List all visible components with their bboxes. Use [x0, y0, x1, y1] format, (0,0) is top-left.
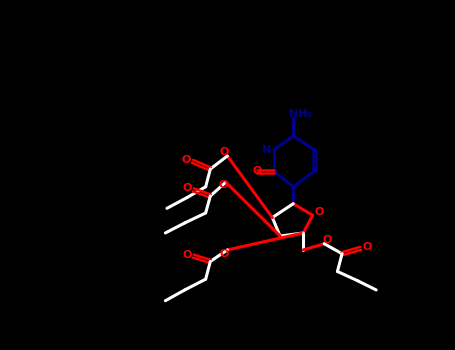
Text: O: O — [182, 155, 191, 165]
Text: O: O — [218, 180, 228, 190]
Text: O: O — [362, 242, 372, 252]
Text: O: O — [220, 249, 229, 259]
Text: O: O — [182, 183, 192, 193]
Text: O: O — [252, 166, 262, 176]
Text: O: O — [182, 250, 192, 259]
Text: O: O — [220, 147, 229, 157]
Text: NH₂: NH₂ — [289, 110, 313, 119]
Text: O: O — [314, 207, 324, 217]
Text: N: N — [262, 145, 272, 155]
Text: O: O — [323, 235, 332, 245]
